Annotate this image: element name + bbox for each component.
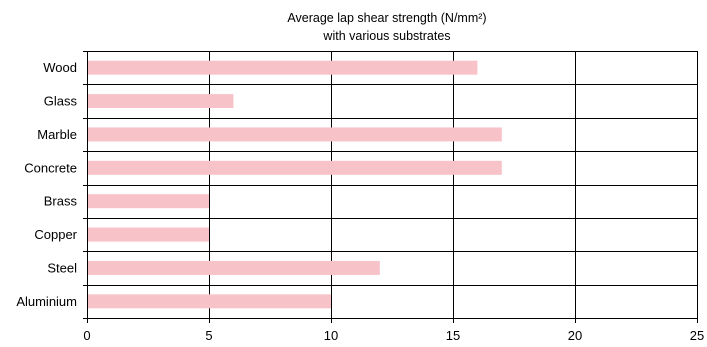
bar-steel — [88, 260, 380, 275]
x-tick-label: 25 — [690, 328, 704, 343]
x-tick-label: 15 — [446, 328, 460, 343]
y-tick-label: Brass — [44, 194, 78, 209]
bar-glass — [88, 94, 234, 109]
bar-aluminium — [88, 294, 331, 309]
y-tick-label: Copper — [34, 227, 77, 242]
plot-area: Wood Glass Marble Concrete Brass Copper Steel A… — [16, 51, 704, 343]
y-tick-label: Glass — [44, 94, 78, 109]
y-tick-label: Steel — [47, 260, 77, 275]
x-tick-label: 0 — [83, 328, 90, 343]
x-tick-label: 10 — [324, 328, 338, 343]
chart-subtitle: with various substrates — [322, 29, 450, 43]
x-tick-label: 5 — [205, 328, 212, 343]
bar-concrete — [88, 160, 502, 175]
bar-wood — [88, 60, 478, 75]
chart-title: Average lap shear strength (N/mm²) — [287, 11, 486, 25]
y-tick-label: Wood — [43, 60, 77, 75]
x-tick-label: 20 — [568, 328, 582, 343]
bar-copper — [88, 227, 209, 242]
y-tick-label: Concrete — [24, 160, 77, 175]
y-tick-label: Marble — [37, 127, 77, 142]
bar-brass — [88, 194, 209, 209]
bar-marble — [88, 127, 502, 142]
y-tick-label: Aluminium — [16, 294, 77, 309]
